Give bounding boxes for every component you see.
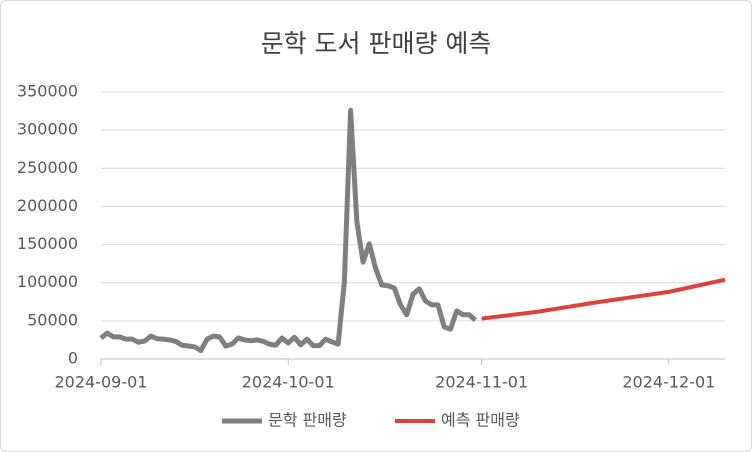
y-tick-label: 200000: [17, 196, 78, 215]
legend-label: 예측 판매량: [441, 411, 520, 430]
x-tick-label: 2024-11-01: [435, 373, 528, 392]
y-tick-label: 250000: [17, 158, 78, 177]
chart-title: 문학 도서 판매량 예측: [261, 29, 492, 58]
line-series: [99, 107, 478, 354]
legend-label: 문학 판매량: [268, 411, 347, 430]
y-tick-label: 150000: [17, 234, 78, 253]
y-tick-label: 0: [68, 349, 78, 368]
y-tick-label: 300000: [17, 120, 78, 139]
x-tick-label: 2024-10-01: [242, 373, 335, 392]
x-tick-label: 2024-09-01: [55, 373, 148, 392]
x-tick-label: 2024-12-01: [622, 373, 715, 392]
y-tick-label: 50000: [27, 310, 78, 329]
y-tick-label: 350000: [17, 82, 78, 101]
line-series: [481, 277, 726, 321]
y-tick-label: 100000: [17, 272, 78, 291]
